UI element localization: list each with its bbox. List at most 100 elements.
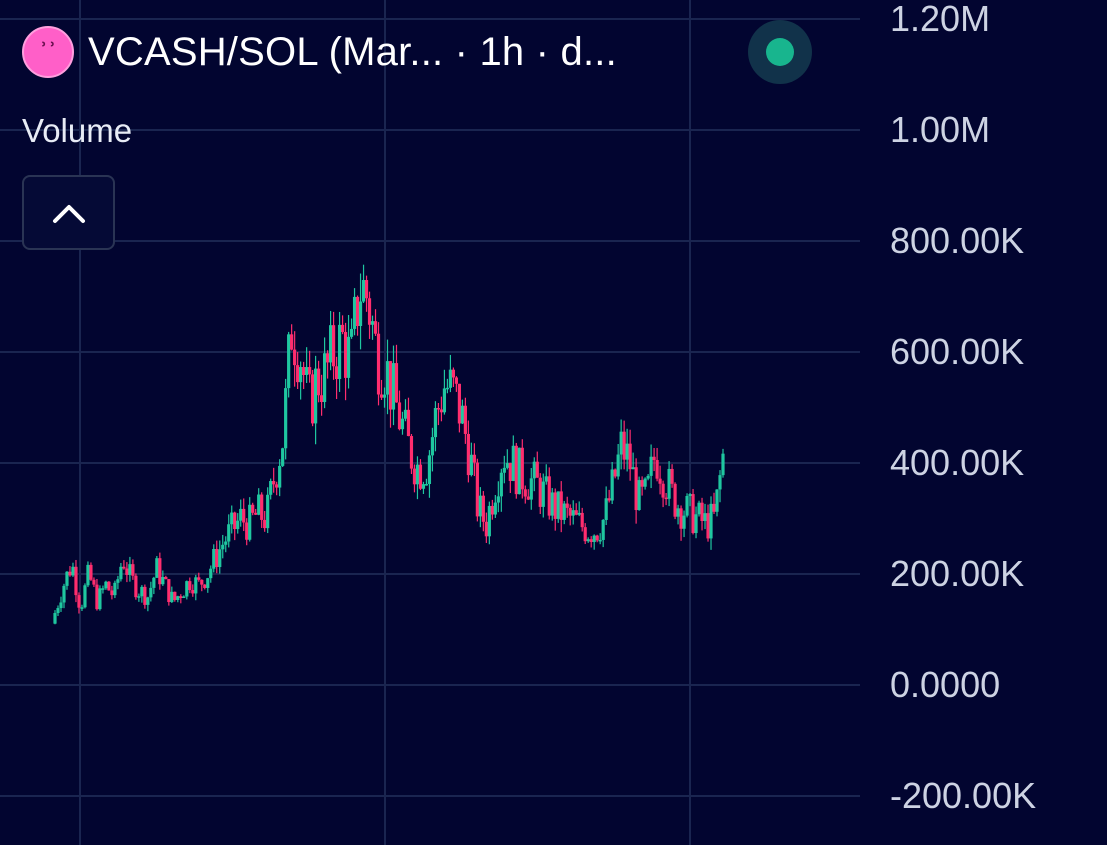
candle	[376, 322, 381, 406]
candle-body	[508, 463, 512, 481]
candle	[68, 566, 72, 577]
candle	[556, 491, 560, 523]
candle	[553, 488, 557, 531]
candle-body	[352, 296, 357, 329]
candle-body	[622, 431, 626, 460]
candle-body	[439, 409, 444, 413]
candle-body	[454, 377, 458, 384]
study-label-volume: Volume	[22, 112, 133, 149]
candle-body	[544, 476, 548, 482]
candle-body	[239, 508, 243, 521]
candle-body	[110, 590, 114, 596]
candle	[272, 467, 276, 493]
candle-body	[394, 363, 399, 403]
candle-body	[415, 464, 420, 485]
candle-body	[484, 521, 488, 537]
candle-body	[227, 524, 231, 542]
candle-body	[188, 581, 192, 591]
candle	[80, 604, 84, 612]
candle-body	[688, 494, 692, 496]
candle	[610, 461, 614, 505]
collapse-legend-button[interactable]	[22, 175, 115, 250]
candle	[314, 355, 318, 445]
candle-body	[331, 325, 336, 367]
candle-body	[649, 456, 653, 476]
candle-body	[302, 367, 306, 375]
candle	[604, 486, 608, 525]
candle-body	[412, 468, 417, 485]
candle	[538, 473, 542, 514]
candle-body	[242, 508, 246, 523]
candle-body	[493, 502, 497, 515]
candle	[520, 439, 524, 499]
candle-body	[299, 367, 303, 383]
candle	[328, 310, 333, 371]
candle-body	[158, 558, 162, 585]
pair-legend[interactable]: ʾʾ VCASH/SOL (Mar... · 1h · d...	[22, 24, 617, 80]
candle	[559, 481, 563, 533]
candle	[391, 345, 396, 426]
candle	[269, 478, 273, 500]
candle-body	[278, 465, 282, 488]
candle-body	[269, 481, 273, 495]
candle	[658, 465, 662, 495]
candle	[373, 309, 378, 336]
candle	[74, 559, 78, 603]
market-status-indicator[interactable]	[748, 20, 812, 84]
candle-body	[206, 578, 210, 588]
candle	[101, 585, 105, 594]
candle-body	[83, 585, 87, 608]
candle	[185, 580, 189, 600]
candle-body	[652, 456, 656, 461]
candle	[568, 504, 572, 526]
candle	[673, 482, 677, 520]
candle-body	[98, 588, 102, 610]
candle	[622, 420, 626, 470]
candle	[637, 476, 641, 511]
candle-body	[547, 476, 551, 516]
candle-body	[664, 497, 668, 500]
candle-body	[266, 494, 270, 529]
candle	[95, 579, 99, 611]
candle-body	[287, 334, 291, 389]
candle-body	[334, 366, 339, 380]
candle	[281, 447, 285, 467]
candle-body	[119, 566, 123, 580]
candle	[203, 584, 207, 590]
candle	[664, 493, 668, 506]
candle-body	[128, 564, 132, 575]
candle	[487, 501, 491, 545]
candle	[496, 481, 500, 513]
candle-body	[529, 478, 533, 500]
candle-body	[574, 510, 578, 515]
candle	[631, 452, 635, 470]
axis-tick-label: 600.00K	[890, 331, 1025, 372]
candle-body	[367, 298, 372, 325]
candle-body	[538, 477, 542, 507]
candle	[170, 586, 174, 603]
candle-body	[191, 590, 195, 594]
candle	[239, 499, 243, 527]
chevron-up-icon	[52, 204, 85, 223]
candle-body	[634, 467, 638, 511]
candle-body	[448, 369, 453, 388]
candle-body	[709, 503, 713, 539]
candle-body	[418, 464, 423, 489]
candle	[164, 575, 168, 580]
candle	[721, 448, 725, 478]
pink-ghost-token-icon: ʾʾ	[22, 26, 74, 78]
candle-body	[712, 503, 716, 512]
candle	[71, 562, 75, 577]
candle	[191, 584, 195, 597]
candle-body	[382, 394, 387, 398]
candle-body	[409, 436, 414, 469]
candle-body	[86, 564, 90, 586]
candle-body	[469, 454, 473, 476]
candle	[137, 593, 141, 602]
candle-body	[293, 349, 297, 366]
candle-body	[553, 492, 557, 519]
candle	[439, 396, 444, 422]
candle	[433, 401, 438, 452]
candle	[484, 512, 488, 543]
